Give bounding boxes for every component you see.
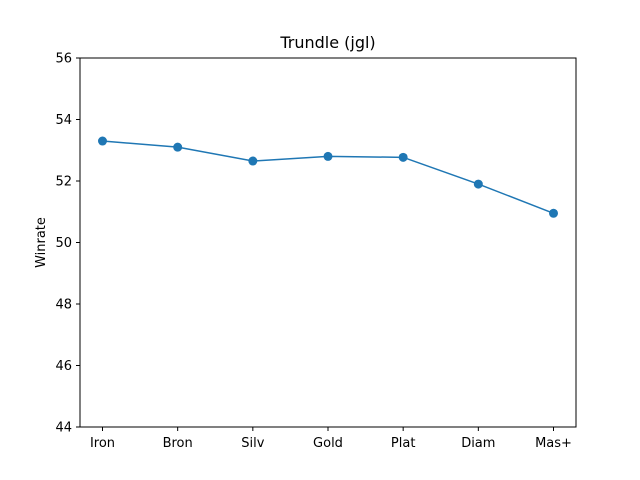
data-point [248, 156, 258, 166]
x-tick-label: Mas+ [535, 436, 572, 451]
chart-title: Trundle (jgl) [279, 33, 375, 52]
data-point [98, 136, 107, 146]
y-tick-label: 56 [55, 52, 72, 67]
x-tick-label: Gold [313, 436, 343, 451]
y-tick-label: 50 [55, 236, 72, 251]
data-point [173, 142, 183, 152]
y-tick-label: 54 [55, 113, 72, 128]
data-point [549, 208, 558, 218]
y-axis-label: Winrate [34, 217, 49, 268]
y-tick-label: 44 [55, 421, 72, 436]
y-tick-label: 48 [55, 298, 72, 313]
x-tick-label: Diam [461, 436, 495, 451]
x-axis-ticks: Iron Bron Silv Gold Plat Diam Mas+ [90, 427, 572, 451]
y-tick-label: 46 [55, 359, 72, 374]
x-tick-label: Bron [163, 436, 193, 451]
x-tick-label: Iron [90, 436, 115, 451]
plot-frame [79, 57, 577, 428]
data-point [473, 179, 483, 189]
plot-area [80, 58, 576, 427]
x-tick-label: Plat [391, 436, 416, 451]
y-axis-ticks: 44 46 48 50 52 54 56 [55, 52, 80, 436]
x-tick-label: Silv [241, 436, 264, 451]
series-group [98, 136, 558, 218]
data-point [398, 152, 408, 162]
y-tick-label: 52 [55, 175, 72, 190]
data-point [323, 151, 333, 161]
